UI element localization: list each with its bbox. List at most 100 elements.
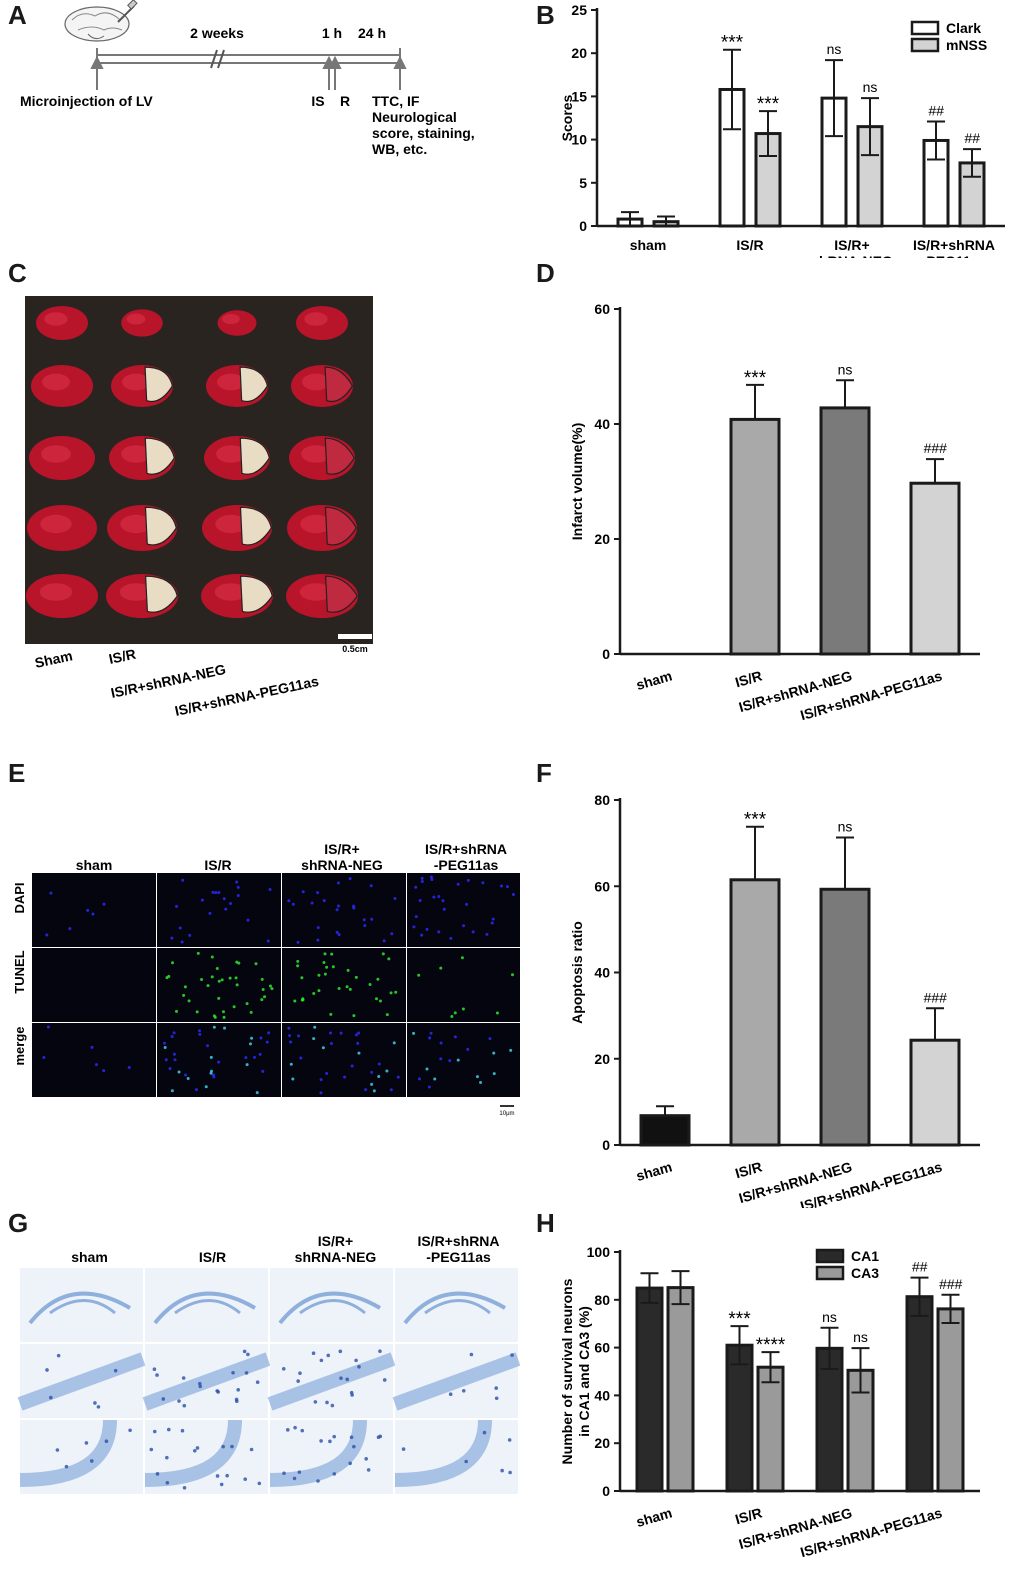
- tunel-column-label: -PEG11as: [434, 857, 499, 873]
- x-tick-label-line-0: IS/R+: [834, 237, 869, 253]
- cell-nucleus: [212, 1025, 216, 1029]
- cell-nucleus: [249, 1042, 253, 1046]
- cell-nucleus: [236, 885, 240, 889]
- y-tick-label: 0: [579, 218, 587, 234]
- stained-neuron: [378, 1349, 382, 1354]
- cell-nucleus: [91, 912, 95, 916]
- stained-neuron: [177, 1399, 181, 1403]
- stained-neuron: [195, 1446, 200, 1450]
- cell-nucleus: [187, 999, 191, 1003]
- brain-slice-highlight: [300, 514, 332, 534]
- cell-nucleus: [266, 939, 270, 943]
- cell-nucleus: [181, 878, 185, 882]
- stained-neuron: [192, 1448, 197, 1453]
- stained-neuron: [219, 1482, 224, 1487]
- cell-nucleus: [165, 976, 169, 980]
- y-tick-label: 60: [594, 301, 610, 317]
- infarct-region: [324, 366, 354, 402]
- cell-nucleus: [224, 907, 228, 911]
- stained-neuron: [297, 1470, 302, 1474]
- stained-neuron: [357, 1365, 361, 1369]
- stained-neuron: [64, 1464, 69, 1469]
- stained-neuron: [48, 1395, 53, 1400]
- chart-H-plot: 0 20 40 60 80 100 Number of survival neurons in…: [559, 1244, 980, 1560]
- cell-nucleus: [312, 991, 316, 995]
- stained-neuron: [364, 1457, 368, 1461]
- timeline-1h: 1 h: [322, 25, 342, 41]
- cell-nucleus: [297, 1034, 301, 1038]
- stained-neuron: [330, 1403, 335, 1408]
- cell-nucleus: [437, 930, 441, 934]
- stained-neuron: [225, 1473, 229, 1478]
- cell-nucleus: [198, 1032, 202, 1036]
- stained-neuron: [461, 1388, 466, 1393]
- cell-nucleus: [299, 1056, 303, 1060]
- stained-neuron: [104, 1439, 109, 1444]
- cell-nucleus: [168, 1067, 172, 1071]
- stained-neuron: [352, 1444, 356, 1449]
- cell-nucleus: [102, 902, 106, 906]
- tunel-image: [282, 948, 406, 1022]
- y-tick-label: 5: [579, 175, 587, 191]
- cell-nucleus: [319, 1078, 323, 1082]
- tunel-image: [407, 1023, 520, 1097]
- cell-nucleus: [356, 1041, 360, 1045]
- cell-nucleus: [313, 1025, 317, 1029]
- tunel-scale-bar: [500, 1105, 514, 1107]
- cell-nucleus: [364, 1088, 368, 1092]
- stained-neuron: [165, 1455, 169, 1460]
- cell-nucleus: [377, 1062, 381, 1066]
- stained-neuron: [339, 1376, 343, 1381]
- y-tick-label: 40: [594, 1387, 610, 1403]
- significance-label: ***: [744, 810, 767, 831]
- cell-nucleus: [491, 917, 495, 921]
- cell-nucleus: [412, 925, 416, 929]
- cell-nucleus: [418, 898, 422, 902]
- cell-nucleus: [249, 1010, 253, 1014]
- x-tick-label-line-1: -PEG11as: [922, 253, 987, 258]
- tunel-image: [407, 948, 520, 1022]
- cell-nucleus: [465, 902, 469, 906]
- cell-nucleus: [511, 892, 515, 896]
- cell-layer: [392, 1352, 520, 1411]
- timeline-outcome-2: score, staining,: [372, 125, 475, 141]
- cell-nucleus: [441, 899, 445, 903]
- cell-nucleus: [260, 998, 264, 1002]
- brain-slice-highlight: [40, 514, 72, 534]
- timeline-axis: [96, 48, 401, 73]
- stained-neuron: [507, 1438, 512, 1442]
- cell-nucleus: [261, 1069, 265, 1073]
- bar: [729, 878, 781, 1147]
- cell-layer: [144, 1419, 242, 1487]
- cell-nucleus: [439, 1057, 443, 1061]
- stained-neuron: [230, 1444, 234, 1449]
- cell-nucleus: [350, 1064, 354, 1068]
- stained-neuron: [328, 1439, 332, 1444]
- stained-neuron: [282, 1471, 286, 1476]
- significance-label: ##: [928, 102, 944, 118]
- stained-neuron: [55, 1448, 60, 1452]
- cell-nucleus: [485, 932, 489, 936]
- timeline-r: R: [340, 93, 350, 109]
- stained-neuron: [382, 1378, 387, 1382]
- bar: [909, 1038, 961, 1147]
- stained-neuron: [152, 1429, 157, 1434]
- significance-label: ns: [827, 41, 842, 57]
- cell-nucleus: [339, 1031, 343, 1035]
- infarct-region: [239, 437, 270, 475]
- cell-nucleus: [433, 1077, 437, 1081]
- chart-h: 0 20 40 60 80 100 Number of survival neurons in…: [559, 1244, 980, 1560]
- stained-neuron: [348, 1461, 352, 1466]
- cell-nucleus: [194, 1088, 198, 1092]
- cell-nucleus: [208, 911, 212, 915]
- tunel-image: [32, 873, 156, 947]
- cell-layer: [19, 1419, 117, 1487]
- cell-nucleus: [481, 881, 485, 885]
- tunel-image: [32, 1023, 156, 1097]
- cell-nucleus: [45, 933, 49, 937]
- brain-slice-highlight: [302, 373, 330, 391]
- cell-nucleus: [336, 881, 340, 885]
- cell-nucleus: [170, 936, 174, 940]
- brain-slice-highlight: [299, 583, 333, 601]
- cell-nucleus: [222, 1015, 226, 1019]
